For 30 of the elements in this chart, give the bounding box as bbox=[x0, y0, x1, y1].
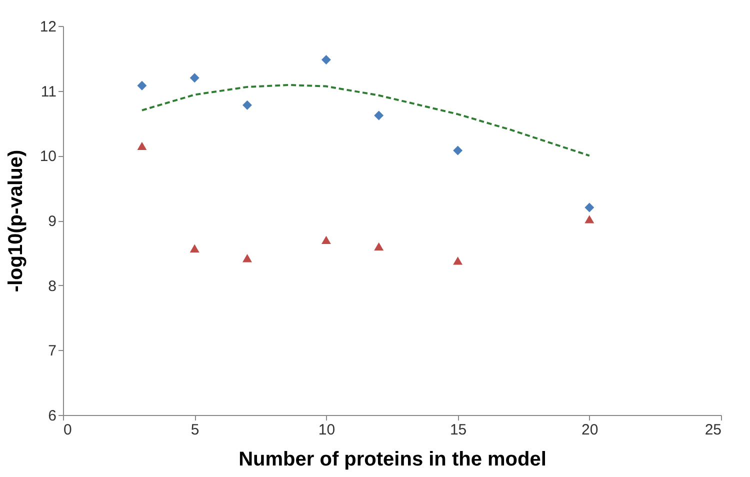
point bbox=[374, 110, 384, 120]
point bbox=[190, 73, 200, 83]
point bbox=[321, 54, 331, 64]
point bbox=[374, 242, 384, 251]
y-tick-label: 9 bbox=[48, 213, 56, 230]
x-tick-label: 25 bbox=[704, 422, 722, 438]
y-tick-label: 7 bbox=[48, 342, 56, 360]
y-tick-label: 12 bbox=[40, 18, 56, 36]
x-tick-label: 15 bbox=[450, 422, 467, 438]
y-tick-label: 11 bbox=[40, 83, 56, 100]
y-tick-label: 10 bbox=[40, 148, 56, 166]
point bbox=[321, 236, 331, 244]
point bbox=[584, 202, 594, 212]
x-tick-label: 10 bbox=[318, 422, 336, 438]
y-tick-label: 6 bbox=[48, 408, 56, 424]
point bbox=[453, 146, 463, 156]
point bbox=[137, 80, 147, 90]
y-tick-label: 8 bbox=[48, 278, 56, 295]
y-axis-title: -log10(p-value) bbox=[4, 150, 27, 292]
x-tick-label: 20 bbox=[582, 422, 598, 438]
x-axis-title: Number of proteins in the model bbox=[238, 448, 546, 470]
point bbox=[584, 215, 594, 224]
point bbox=[242, 254, 252, 262]
point bbox=[453, 256, 463, 265]
line-series bbox=[140, 84, 590, 157]
point bbox=[190, 244, 200, 252]
x-tick-label: 0 bbox=[64, 422, 72, 438]
point bbox=[242, 100, 252, 110]
point bbox=[137, 142, 147, 150]
x-tick-label: 5 bbox=[190, 422, 200, 438]
